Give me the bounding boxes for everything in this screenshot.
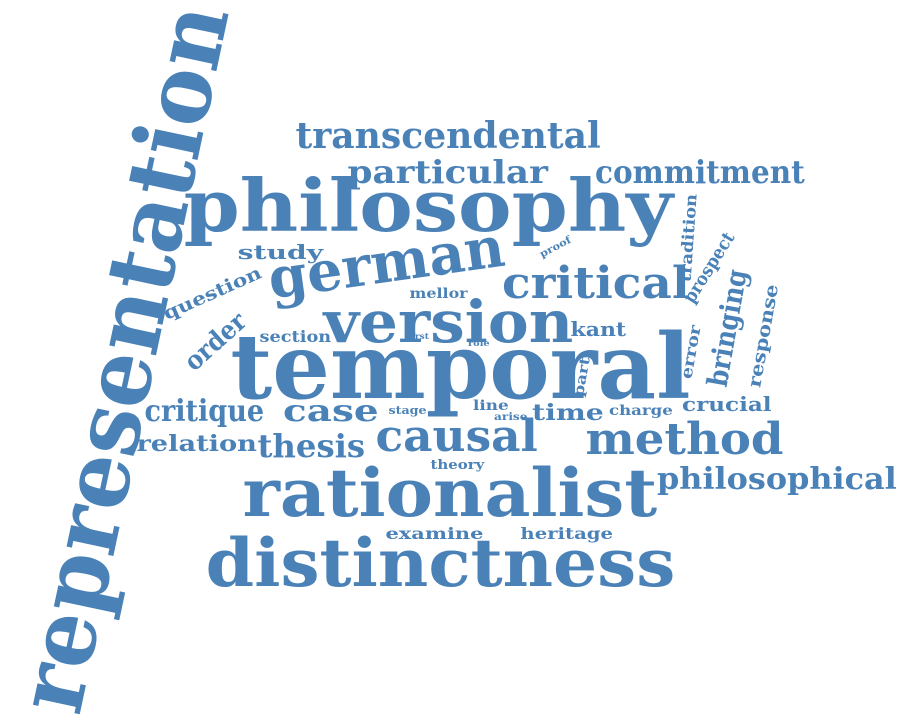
word-charge: charge xyxy=(609,404,673,418)
word-critique: critique xyxy=(144,397,264,427)
word-study: study xyxy=(237,242,323,262)
word-transcendental: transcendental xyxy=(296,118,601,154)
word-philosophical: philosophical xyxy=(657,465,897,495)
word-line: line xyxy=(473,399,509,413)
word-critical: critical xyxy=(502,262,690,306)
word-arise: arise xyxy=(494,413,527,423)
word-time: time xyxy=(532,402,604,424)
word-frst: frst xyxy=(411,332,429,340)
word-examine: examine xyxy=(385,526,483,542)
word-thesis: thesis xyxy=(257,430,365,462)
word-commitment: commitment xyxy=(595,156,805,188)
word-section: section xyxy=(259,329,331,345)
word-crucial: crucial xyxy=(682,394,772,414)
word-mellor: mellor xyxy=(409,287,467,301)
word-heritage: heritage xyxy=(520,526,613,542)
word-particular: particular xyxy=(347,156,547,188)
word-response: response xyxy=(746,283,782,389)
word-method: method xyxy=(585,418,783,462)
word-relation: relation xyxy=(136,433,256,455)
word-theory: theory xyxy=(430,459,484,472)
word-role: role xyxy=(468,339,490,347)
word-stage: stage xyxy=(388,405,426,416)
word-kant: kant xyxy=(570,319,626,339)
word-case: case xyxy=(283,397,379,427)
